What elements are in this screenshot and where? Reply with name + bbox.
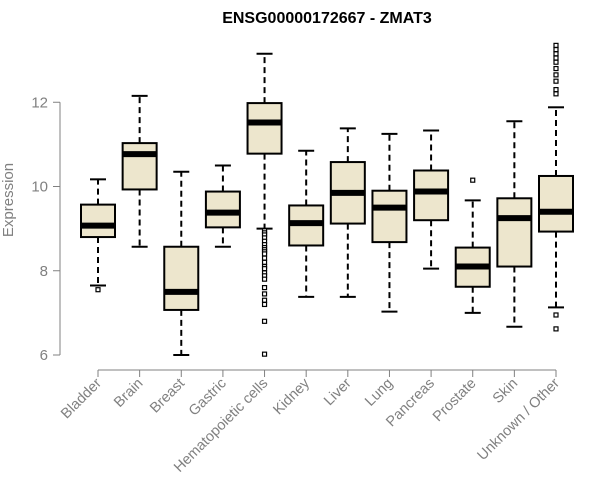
outlier-point (553, 65, 559, 72)
box-lung (371, 132, 408, 313)
y-tick-label: 10 (31, 179, 48, 196)
box-iqr (80, 203, 116, 239)
box-iqr (121, 142, 158, 191)
y-axis-label: Expression (0, 163, 17, 237)
box-iqr (538, 174, 574, 233)
outlier-point (553, 91, 559, 97)
box-iqr (371, 189, 408, 244)
outlier-point (553, 51, 559, 57)
outlier-point (553, 42, 559, 48)
outlier-point (553, 326, 559, 332)
outlier-point (261, 291, 268, 297)
outlier-point (261, 351, 268, 357)
y-axis: 6 8 10 12 (31, 94, 61, 364)
box-hematopoietic-cells (246, 52, 283, 357)
box-unknown-other (538, 42, 574, 332)
outlier-point (261, 301, 268, 308)
outlier-point (553, 87, 559, 93)
outlier-point (261, 285, 268, 291)
y-tick-label: 12 (31, 94, 48, 111)
box-pancreas (413, 129, 450, 270)
chart-title: ENSG00000172667 - ZMAT3 (222, 10, 432, 27)
outlier-point (261, 276, 268, 282)
outlier-point (553, 312, 559, 318)
x-tick-label: Skin (490, 376, 521, 407)
outlier-point (553, 46, 559, 53)
box-iqr (204, 190, 241, 229)
box-bladder (80, 178, 116, 293)
box-iqr (163, 245, 200, 311)
x-tick-label: Bladder (58, 375, 105, 422)
y-tick-label: 8 (40, 263, 48, 280)
outlier-point (553, 55, 559, 61)
outlier-point (95, 287, 101, 293)
box-liver (329, 127, 366, 298)
box-skin (496, 120, 533, 328)
outlier-point (470, 177, 476, 183)
outlier-point (553, 72, 559, 78)
box-kidney (288, 149, 325, 298)
box-gastric (204, 164, 241, 248)
box-iqr (413, 169, 450, 222)
outlier-point (261, 259, 268, 265)
outlier-point (261, 297, 268, 303)
outlier-point (261, 318, 268, 324)
x-tick-label: Prostate (430, 376, 479, 425)
y-tick-label: 6 (40, 347, 48, 364)
x-tick-label: Kidney (270, 375, 313, 418)
box-iqr (496, 197, 533, 268)
x-tick-label: Brain (111, 376, 146, 411)
boxes-group (80, 42, 574, 357)
outlier-point (261, 266, 268, 272)
outlier-point (261, 251, 268, 257)
outlier-point (553, 59, 559, 65)
box-breast (163, 170, 200, 356)
outlier-point (261, 255, 268, 261)
box-iqr (246, 102, 283, 155)
outlier-point (553, 78, 559, 84)
x-tick-label: Liver (321, 375, 355, 409)
box-prostate (454, 177, 491, 314)
x-tick-label: Breast (147, 376, 188, 417)
box-brain (121, 94, 158, 248)
x-tick-label: Lung (362, 376, 396, 410)
